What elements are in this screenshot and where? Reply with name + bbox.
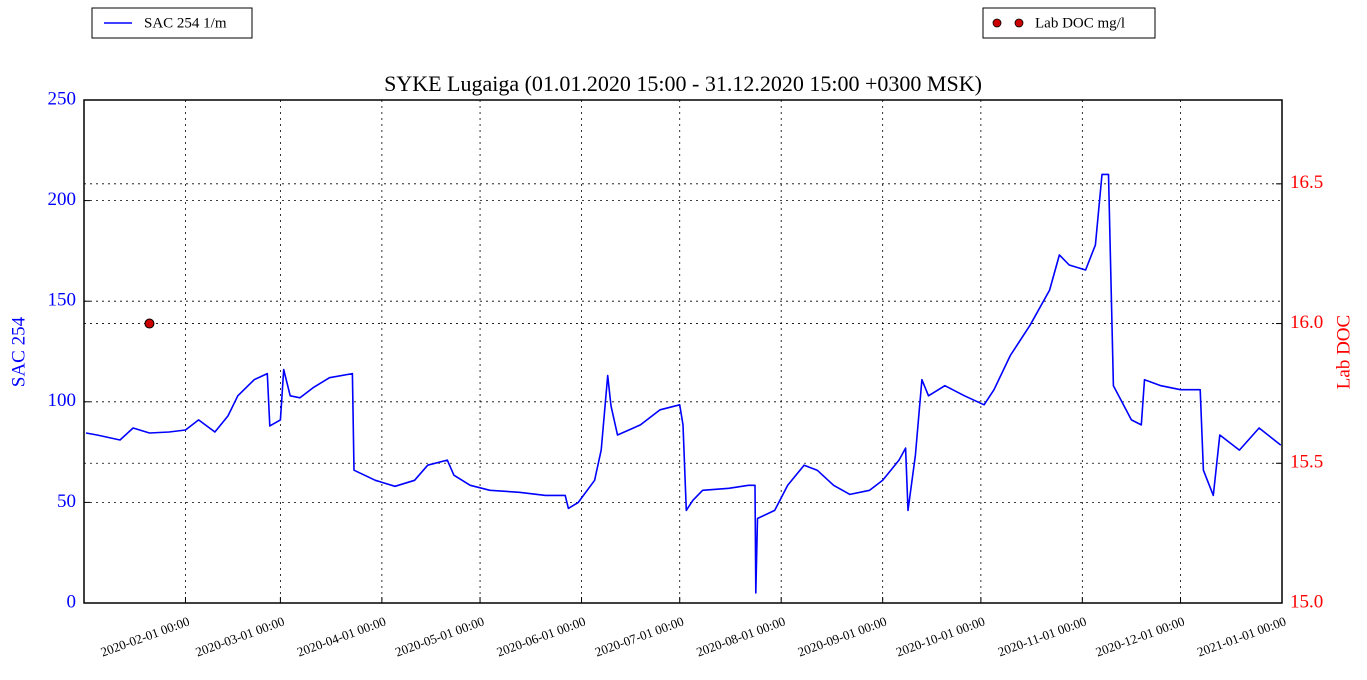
legend-marker xyxy=(992,18,1002,28)
y2-tick-label: 15.5 xyxy=(1290,452,1323,473)
legend-box xyxy=(982,7,1156,39)
y-tick-label: 0 xyxy=(67,591,77,612)
plot-frame xyxy=(83,99,1283,604)
data-point xyxy=(144,318,155,329)
y-tick-label: 100 xyxy=(48,390,77,411)
y2-tick-label: 15.0 xyxy=(1290,591,1323,612)
y-tick-label: 200 xyxy=(48,189,77,210)
legend-label: SAC 254 1/m xyxy=(144,15,227,31)
y2-tick-label: 16.5 xyxy=(1290,172,1323,193)
chart-title: SYKE Lugaiga (01.01.2020 15:00 - 31.12.2… xyxy=(384,71,982,96)
y-tick-label: 250 xyxy=(48,88,77,109)
legend-label: Lab DOC mg/l xyxy=(1035,15,1125,31)
y-tick-label: 50 xyxy=(57,491,76,512)
y2-tick-label: 16.0 xyxy=(1290,312,1323,333)
y-tick-label: 150 xyxy=(48,290,77,311)
y-axis-label: SAC 254 xyxy=(8,316,29,387)
y2-axis-label: Lab DOC xyxy=(1333,315,1354,389)
legend-marker xyxy=(1014,18,1024,28)
data-line xyxy=(85,173,1282,594)
